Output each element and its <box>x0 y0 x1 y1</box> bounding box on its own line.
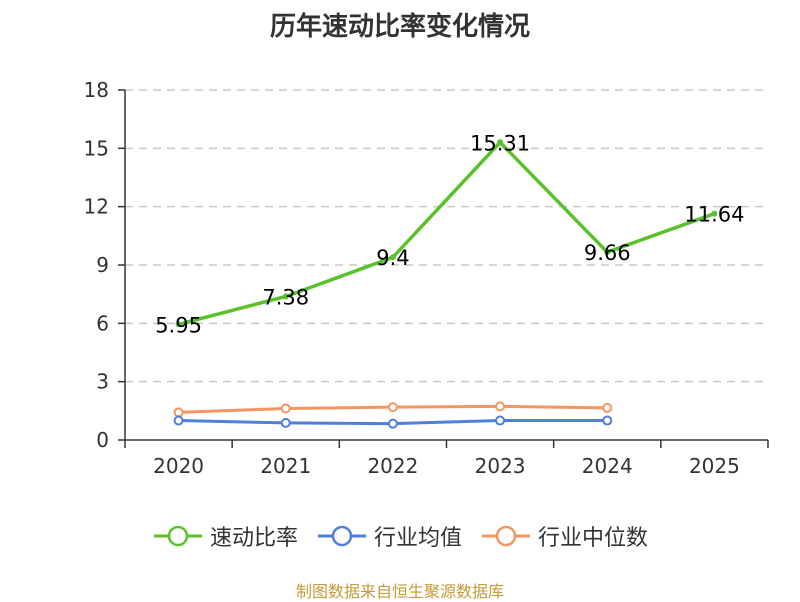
axes: 0 3 6 9 12 15 18 2020 2021 2022 2023 2024 2025 <box>84 78 769 478</box>
data-point <box>173 407 184 418</box>
y-tick-label: 3 <box>96 370 109 394</box>
data-point <box>280 417 291 428</box>
data-point <box>387 418 398 429</box>
data-point <box>282 293 289 300</box>
y-tick-label: 0 <box>96 428 109 452</box>
x-tick-label: 2022 <box>367 454 418 478</box>
legend-label: 行业均值 <box>373 526 462 551</box>
data-point <box>280 403 291 414</box>
grid-lines <box>125 89 768 383</box>
series-line <box>178 140 716 326</box>
data-point <box>175 321 182 328</box>
legend-line-circle-icon <box>317 525 366 547</box>
legend: 速动比率 行业均值 行业中位数 <box>0 520 800 552</box>
y-tick-label: 18 <box>84 78 109 102</box>
legend-item-industry-mean[interactable]: 行业均值 <box>316 520 462 552</box>
legend-label: 行业中位数 <box>538 526 649 551</box>
x-tick-label: 2021 <box>260 454 311 478</box>
data-point <box>173 415 184 426</box>
x-tick-label: 2025 <box>689 454 740 478</box>
data-point <box>602 415 613 426</box>
data-labels: 5.95 7.38 9.4 15.31 9.66 11.64 <box>155 131 744 337</box>
chart-title: 历年速动比率变化情况 <box>269 12 530 42</box>
legend-line-circle-icon <box>153 525 202 547</box>
data-point <box>604 249 611 256</box>
y-tick-label: 12 <box>84 195 109 219</box>
x-tick-label: 2024 <box>582 454 633 478</box>
line-chart: 0 3 6 9 12 15 18 2020 2021 2022 2023 2024 2025 5.95 7… <box>84 78 769 478</box>
legend-label: 速动比率 <box>209 526 298 551</box>
y-tick-label: 9 <box>96 253 109 277</box>
x-tick-label: 2023 <box>475 454 526 478</box>
legend-line-circle-icon <box>482 525 530 547</box>
data-point <box>389 254 396 261</box>
source-note: 制图数据来自恒生聚源数据库 <box>295 582 504 601</box>
data-point <box>711 210 718 217</box>
legend-item-quick-ratio[interactable]: 速动比率 <box>152 520 298 552</box>
x-tick-label: 2020 <box>153 454 204 478</box>
data-label: 9.4 <box>376 246 409 270</box>
data-label: 7.38 <box>262 286 309 310</box>
data-label: 11.64 <box>684 203 744 227</box>
data-point <box>387 402 398 413</box>
data-label: 9.66 <box>584 241 631 265</box>
data-point <box>495 415 506 426</box>
data-point <box>495 401 506 412</box>
y-tick-label: 15 <box>84 136 109 160</box>
series-lines <box>173 139 718 429</box>
legend-item-industry-median[interactable]: 行业中位数 <box>480 520 648 552</box>
y-tick-label: 6 <box>96 311 109 335</box>
data-point <box>497 139 504 146</box>
data-label: 15.31 <box>470 131 530 155</box>
data-label: 5.95 <box>155 313 202 337</box>
data-point <box>602 402 613 413</box>
